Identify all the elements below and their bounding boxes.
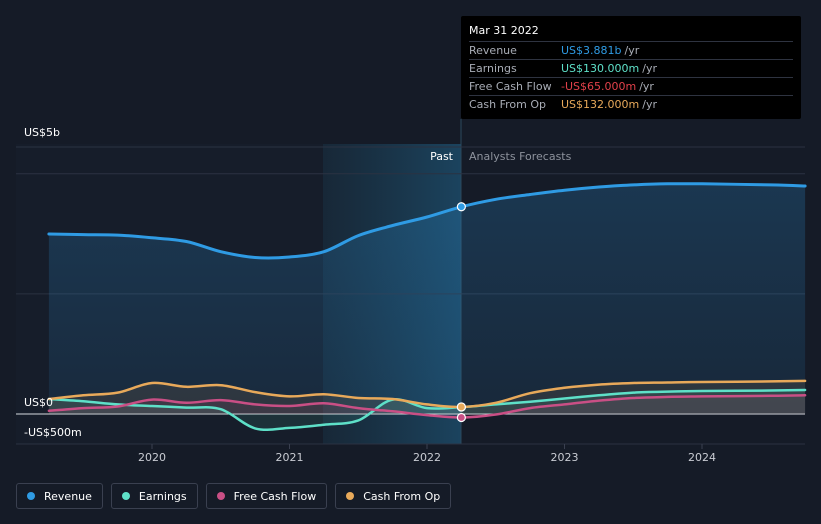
series-lines [47,182,807,432]
free-cash-flow-line [47,394,807,419]
tooltip-unit: /yr [642,62,657,75]
tooltip-panel: Mar 31 2022 Revenue US$3.881b /yr Earnin… [461,16,801,119]
legend-item-revenue[interactable]: Revenue [16,483,103,509]
free-cash-flow-marker [456,412,466,423]
x-axis-ticks: 2020 2021 2022 2023 2024 [138,444,716,464]
legend: Revenue Earnings Free Cash Flow Cash Fro… [16,483,452,509]
legend-item-cash-from-op[interactable]: Cash From Op [335,483,452,509]
financial-chart: US$5b US$0 -US$500m Past Analysts Foreca… [16,119,807,464]
legend-dot-icon [121,492,130,500]
legend-label: Free Cash Flow [233,489,317,503]
tooltip-value: US$132.000m [561,98,640,111]
forecast-label: Analysts Forecasts [469,150,572,163]
tooltip-row-revenue: Revenue US$3.881b /yr [469,41,793,59]
revenue-line [47,182,807,260]
legend-label: Earnings [138,489,187,503]
legend-item-free-cash-flow[interactable]: Free Cash Flow [205,483,328,509]
tooltip-unit: /yr [639,80,654,93]
x-tick-label: 2022 [413,451,441,464]
earnings-line [47,388,807,432]
legend-dot-icon [27,492,35,500]
free-cash-flow-area [48,395,806,418]
legend-label: Cash From Op [363,489,441,503]
revenue-marker [456,202,466,212]
x-tick-label: 2021 [276,451,304,464]
tooltip-row-earnings: Earnings US$130.000m /yr [469,59,793,77]
x-tick-label: 2024 [688,451,716,464]
series-markers [456,202,466,423]
y-label-top: US$5b [24,126,60,139]
x-tick-label: 2023 [551,451,579,464]
tooltip-row-free-cash-flow: Free Cash Flow -US$65.000m /yr [469,77,793,95]
y-label-bottom: -US$500m [24,426,82,439]
revenue-area [48,183,806,414]
tooltip-unit: /yr [624,44,640,57]
tooltip-row-cash-from-op: Cash From Op US$132.000m /yr [469,95,793,113]
legend-dot-icon [346,492,355,500]
cash-from-op-line [47,379,807,409]
tooltip-label: Free Cash Flow [469,80,552,93]
legend-dot-icon [216,492,225,500]
y-label-zero: US$0 [24,396,53,409]
x-tick-label: 2020 [138,451,166,464]
past-label: Past [430,150,454,163]
tooltip-unit: /yr [642,98,657,111]
cash-from-op-marker [456,402,466,412]
tooltip-date: Mar 31 2022 [469,24,539,37]
tooltip-label: Earnings [469,62,517,75]
tooltip-label: Cash From Op [469,98,547,111]
legend-item-earnings[interactable]: Earnings [110,483,198,509]
tooltip-label: Revenue [469,44,517,57]
tooltip-value: -US$65.000m [561,80,637,93]
tooltip-value: US$3.881b [561,44,622,57]
tooltip-value: US$130.000m [561,62,640,75]
legend-label: Revenue [44,489,92,503]
